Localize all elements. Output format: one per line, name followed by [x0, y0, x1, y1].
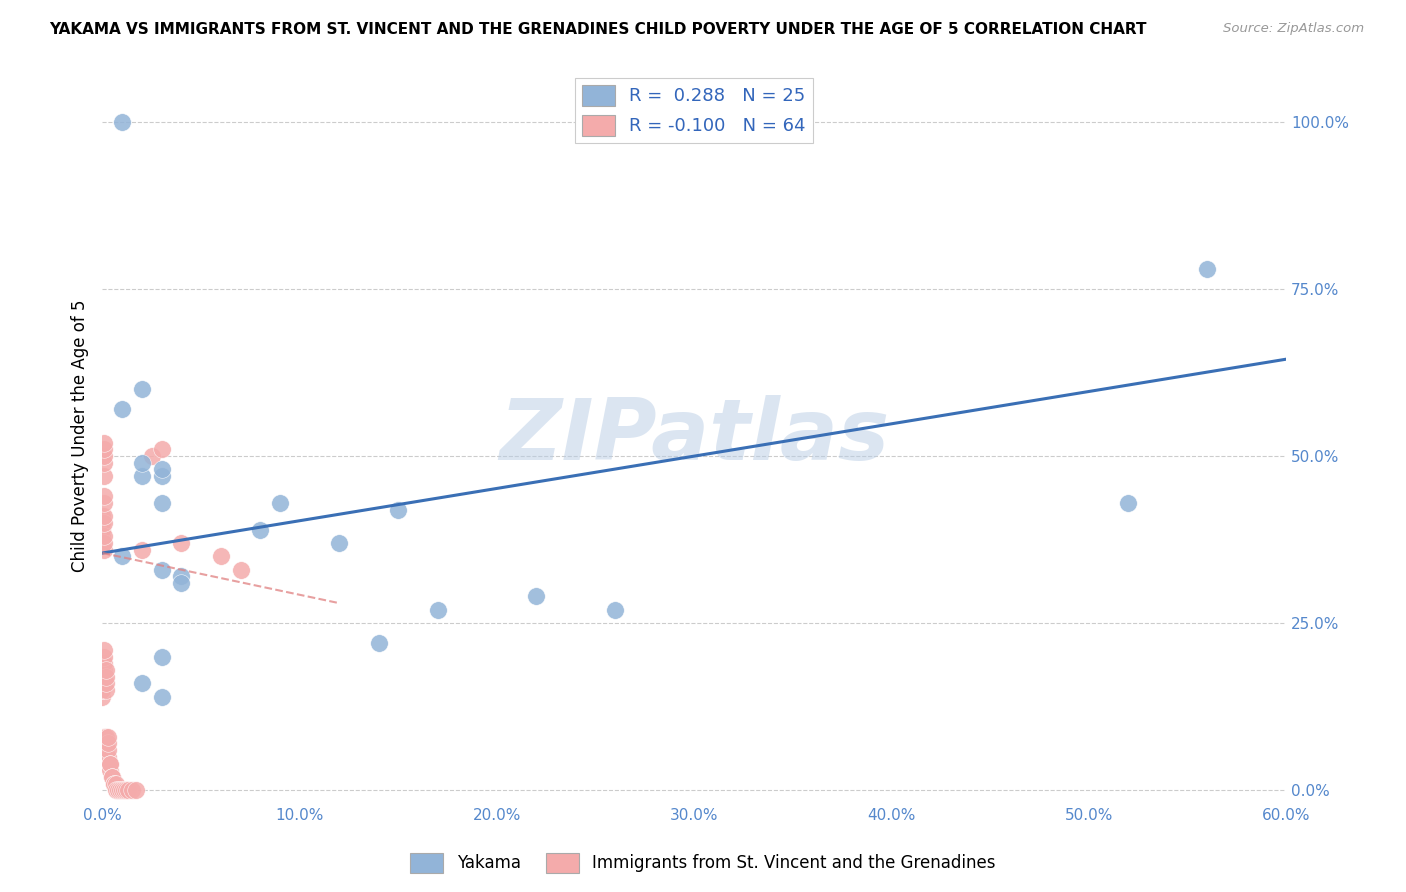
- Point: [93, 469, 115, 483]
- Text: YAKAMA VS IMMIGRANTS FROM ST. VINCENT AND THE GRENADINES CHILD POVERTY UNDER THE: YAKAMA VS IMMIGRANTS FROM ST. VINCENT AN…: [49, 22, 1147, 37]
- Point: [125, 783, 148, 797]
- Point: [131, 542, 153, 557]
- Text: Source: ZipAtlas.com: Source: ZipAtlas.com: [1223, 22, 1364, 36]
- Point: [131, 382, 153, 396]
- Point: [97, 756, 120, 771]
- Point: [93, 542, 115, 557]
- Point: [93, 449, 115, 463]
- Point: [96, 730, 118, 744]
- Point: [141, 449, 163, 463]
- Point: [387, 502, 409, 516]
- Point: [103, 776, 125, 790]
- Point: [93, 456, 115, 470]
- Point: [93, 649, 115, 664]
- Point: [98, 756, 121, 771]
- Legend: R =  0.288   N = 25, R = -0.100   N = 64: R = 0.288 N = 25, R = -0.100 N = 64: [575, 78, 813, 143]
- Point: [111, 115, 134, 129]
- Point: [93, 730, 115, 744]
- Point: [170, 569, 193, 583]
- Point: [96, 676, 118, 690]
- Point: [91, 690, 114, 704]
- Y-axis label: Child Poverty Under the Age of 5: Child Poverty Under the Age of 5: [72, 300, 89, 573]
- Point: [97, 736, 120, 750]
- Point: [605, 603, 627, 617]
- Point: [105, 783, 128, 797]
- Point: [367, 636, 389, 650]
- Point: [117, 783, 139, 797]
- Point: [93, 516, 115, 530]
- Point: [97, 749, 120, 764]
- Point: [96, 670, 118, 684]
- Point: [150, 442, 173, 457]
- Point: [91, 536, 114, 550]
- Point: [93, 509, 115, 524]
- Point: [91, 516, 114, 530]
- Point: [426, 603, 449, 617]
- Point: [108, 783, 131, 797]
- Point: [93, 496, 115, 510]
- Point: [328, 536, 350, 550]
- Point: [1197, 262, 1219, 277]
- Point: [97, 730, 120, 744]
- Point: [96, 683, 118, 698]
- Point: [131, 676, 153, 690]
- Point: [107, 783, 129, 797]
- Point: [97, 743, 120, 757]
- Point: [111, 549, 134, 564]
- Point: [209, 549, 232, 564]
- Point: [150, 496, 173, 510]
- Point: [91, 523, 114, 537]
- Point: [229, 563, 252, 577]
- Point: [98, 756, 121, 771]
- Point: [91, 683, 114, 698]
- Point: [131, 469, 153, 483]
- Point: [93, 643, 115, 657]
- Point: [93, 736, 115, 750]
- Point: [91, 516, 114, 530]
- Point: [150, 462, 173, 476]
- Point: [121, 783, 143, 797]
- Point: [93, 663, 115, 677]
- Point: [170, 536, 193, 550]
- Legend: Yakama, Immigrants from St. Vincent and the Grenadines: Yakama, Immigrants from St. Vincent and …: [404, 847, 1002, 880]
- Point: [249, 523, 271, 537]
- Point: [150, 690, 173, 704]
- Point: [93, 657, 115, 671]
- Point: [96, 736, 118, 750]
- Point: [103, 776, 125, 790]
- Point: [150, 649, 173, 664]
- Point: [93, 529, 115, 543]
- Point: [105, 776, 128, 790]
- Point: [111, 402, 134, 417]
- Point: [269, 496, 291, 510]
- Point: [91, 449, 114, 463]
- Text: ZIPatlas: ZIPatlas: [499, 394, 890, 477]
- Point: [111, 783, 134, 797]
- Point: [101, 770, 124, 784]
- Point: [131, 456, 153, 470]
- Point: [150, 563, 173, 577]
- Point: [91, 529, 114, 543]
- Point: [93, 536, 115, 550]
- Point: [98, 763, 121, 777]
- Point: [91, 509, 114, 524]
- Point: [115, 783, 138, 797]
- Point: [150, 469, 173, 483]
- Point: [93, 489, 115, 503]
- Point: [170, 576, 193, 591]
- Point: [93, 670, 115, 684]
- Point: [101, 770, 124, 784]
- Point: [1116, 496, 1139, 510]
- Point: [96, 663, 118, 677]
- Point: [96, 743, 118, 757]
- Point: [93, 435, 115, 450]
- Point: [526, 590, 548, 604]
- Point: [93, 442, 115, 457]
- Point: [91, 683, 114, 698]
- Point: [112, 783, 135, 797]
